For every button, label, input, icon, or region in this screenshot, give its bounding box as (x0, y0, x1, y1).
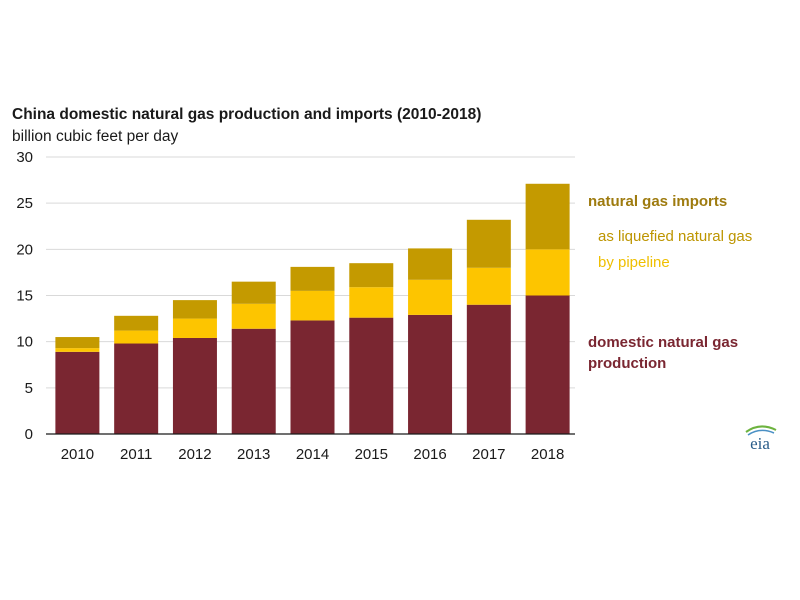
x-tick-label: 2010 (61, 446, 94, 463)
bar-segment (231, 328, 276, 434)
bar-segment (114, 315, 159, 331)
y-tick-label: 15 (16, 288, 33, 305)
x-tick-label: 2018 (531, 446, 564, 463)
legend-pipeline: by pipeline (598, 254, 670, 271)
x-tick-label: 2013 (237, 446, 270, 463)
bar-segment (525, 249, 570, 296)
bar-segment (172, 337, 217, 434)
x-tick-label: 2012 (178, 446, 211, 463)
y-tick-label: 10 (16, 334, 33, 351)
svg-text:eia: eia (750, 434, 770, 452)
bar-segment (55, 337, 100, 349)
eia-logo: eia (745, 425, 777, 452)
chart-title: China domestic natural gas production an… (12, 106, 482, 123)
bar-segment (231, 281, 276, 304)
chart-subtitle: billion cubic feet per day (12, 128, 179, 145)
x-tick-label: 2017 (472, 446, 505, 463)
bar-segment (172, 300, 217, 319)
y-tick-label: 20 (16, 241, 33, 258)
x-tick-label: 2011 (120, 446, 152, 463)
bar-segment (466, 267, 511, 305)
bar-segment (114, 330, 159, 344)
legend-domestic: domestic natural gas production (588, 334, 739, 372)
bar-segment (408, 248, 453, 280)
bar-segment (114, 343, 159, 434)
y-tick-label: 5 (25, 380, 33, 397)
bar-segment (231, 303, 276, 329)
bar-segment (349, 287, 394, 318)
bar-segment (55, 351, 100, 434)
bar-segment (466, 219, 511, 268)
legend-lng: as liquefied natural gas (598, 228, 753, 245)
legend-imports-heading: natural gas imports (588, 193, 728, 210)
bar-segment (466, 304, 511, 434)
bar-segment (290, 320, 335, 434)
bar-segment (525, 295, 570, 434)
y-tick-label: 30 (16, 149, 33, 166)
bar-segment (408, 279, 453, 315)
y-tick-label: 25 (16, 195, 33, 212)
bar-segment (408, 314, 453, 434)
bar-segment (349, 263, 394, 288)
bar-segment (525, 183, 570, 250)
bar-segment (290, 290, 335, 321)
x-tick-label: 2015 (355, 446, 388, 463)
x-tick-label: 2016 (413, 446, 446, 463)
bar-segment (290, 266, 335, 291)
bar-segment (349, 317, 394, 434)
bar-segment (55, 348, 100, 352)
x-tick-label: 2014 (296, 446, 329, 463)
bar-segment (172, 318, 217, 338)
y-tick-label: 0 (25, 426, 33, 443)
